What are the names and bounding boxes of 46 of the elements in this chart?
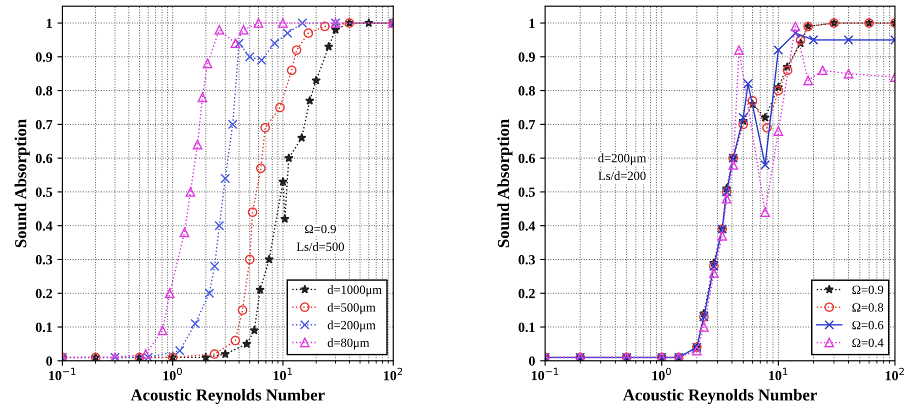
x-tick-label: 10$^{2}$ bbox=[886, 368, 904, 380]
y-tick-label: 0.5 bbox=[36, 188, 52, 197]
y-tick-label: 0.2 bbox=[36, 288, 52, 298]
y-tick-label: 0.5 bbox=[518, 188, 535, 197]
y-tick-label: 0.8 bbox=[518, 86, 535, 96]
y-tick-label: 0.4 bbox=[518, 221, 536, 231]
x-tick-label: 10$^{0}$ bbox=[652, 368, 671, 380]
y-tick-label: 0.2 bbox=[518, 288, 535, 298]
y-tick-label: 0.1 bbox=[36, 322, 52, 332]
legend-label: Ω=0.6 bbox=[852, 320, 884, 330]
x-tick-label: 10$^{2}$ bbox=[384, 368, 402, 380]
y-tick-label: 0.3 bbox=[36, 255, 52, 264]
y-axis-title: Sound Absorption bbox=[14, 119, 30, 248]
legend-label: Ω=0.8 bbox=[852, 303, 884, 312]
y-tick-label: 0.9 bbox=[36, 52, 52, 62]
x-axis-title: Acoustic Reynolds Number bbox=[130, 388, 325, 404]
annotation: Ls/d=200 bbox=[598, 171, 646, 180]
y-tick-label: 0 bbox=[46, 356, 52, 366]
annotation: d=200μm bbox=[598, 154, 646, 165]
y-tick-label: 1 bbox=[530, 18, 535, 28]
legend-label: d=200μm bbox=[328, 320, 376, 332]
y-tick-label: 0.7 bbox=[36, 120, 52, 130]
x-tick-label: 10$^{1}$ bbox=[274, 368, 292, 380]
y-tick-label: 0.1 bbox=[518, 322, 535, 332]
y-tick-label: 1 bbox=[46, 18, 52, 28]
x-tick-label: 10$^{0}$ bbox=[163, 368, 182, 380]
x-tick-label: 10$^{−1}$ bbox=[532, 368, 558, 380]
annotation: Ls/d=500 bbox=[296, 242, 344, 251]
legend-label: d=1000μm bbox=[328, 285, 382, 297]
y-tick-label: 0.7 bbox=[518, 120, 536, 130]
x-tick-label: 10$^{−1}$ bbox=[49, 368, 76, 380]
x-tick-label: 10$^{1}$ bbox=[769, 368, 788, 380]
y-tick-label: 0.6 bbox=[36, 154, 52, 164]
legend-label: d=80μm bbox=[328, 338, 370, 350]
x-axis-title: Acoustic Reynolds Number bbox=[622, 388, 817, 404]
y-tick-label: 0.9 bbox=[518, 52, 535, 62]
annotation: Ω=0.9 bbox=[305, 224, 336, 234]
y-axis-title: Sound Absorption bbox=[497, 119, 512, 248]
legend-label: Ω=0.9 bbox=[852, 286, 884, 294]
y-tick-label: 0.4 bbox=[36, 221, 52, 231]
y-tick-label: 0.3 bbox=[518, 255, 535, 264]
y-tick-label: 0.8 bbox=[36, 86, 52, 96]
y-tick-label: 0 bbox=[528, 356, 535, 366]
legend-label: d=500μm bbox=[328, 302, 376, 314]
legend-label: Ω=0.4 bbox=[852, 338, 884, 348]
y-tick-label: 0.6 bbox=[518, 154, 535, 164]
